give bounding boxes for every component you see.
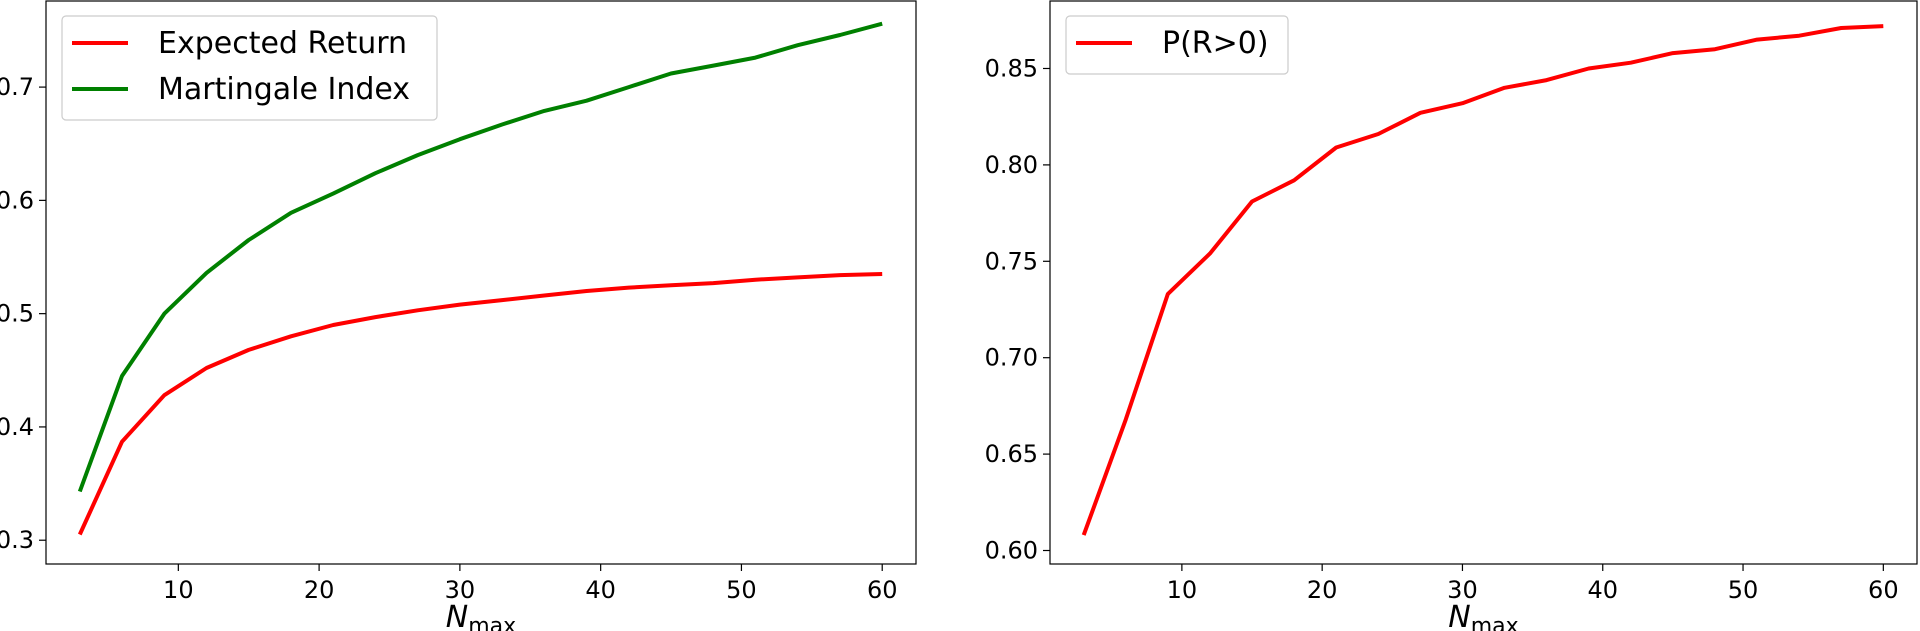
y-tick-label: 0.4 <box>0 413 34 441</box>
right-chart-panel: 10 20 30 40 50 60 0.60 0.65 0.70 0.75 0.80 0.85 Nmax… <box>985 0 1918 631</box>
left-chart-panel: 10 20 30 40 50 60 0.3 0.4 0.5 0.6 0.7 Nmax Expected … <box>0 0 917 631</box>
x-tick-label: 30 <box>1447 576 1478 604</box>
x-tick-label: 20 <box>1307 576 1338 604</box>
plot-frame <box>1049 0 1918 565</box>
x-tick-label: 50 <box>1728 576 1759 604</box>
legend-entry-label: Martingale Index <box>158 72 410 107</box>
legend-entry-label: P(R>0) <box>1162 26 1269 61</box>
x-tick-label: 10 <box>1167 576 1198 604</box>
x-tick-label: 30 <box>445 576 476 604</box>
legend-frame <box>1065 15 1289 75</box>
y-tick-label: 0.3 <box>0 526 34 554</box>
x-tick-label: 10 <box>163 576 194 604</box>
plot-frame <box>45 0 917 565</box>
y-tick-label: 0.65 <box>985 440 1038 468</box>
x-tick-label: 40 <box>585 576 616 604</box>
legend-frame <box>61 15 438 121</box>
legend-entry-label: Expected Return <box>158 26 407 61</box>
y-tick-label: 0.85 <box>985 54 1038 82</box>
y-tick-label: 0.75 <box>985 247 1038 275</box>
series-line-p-r-0 <box>1081 24 1884 536</box>
x-axis-label: Nmax <box>1448 600 1518 631</box>
legend: P(R>0) <box>1065 15 1289 75</box>
y-tick-label: 0.60 <box>985 537 1038 565</box>
series-line-expected-return <box>77 272 883 536</box>
x-tick-label: 60 <box>1868 576 1899 604</box>
x-tick-label: 60 <box>867 576 898 604</box>
y-tick-label: 0.5 <box>0 300 34 328</box>
y-tick-label: 0.70 <box>985 344 1038 372</box>
y-tick-label: 0.7 <box>0 73 34 101</box>
x-tick-label: 20 <box>304 576 335 604</box>
legend: Expected Return Martingale Index <box>61 15 438 121</box>
y-tick-label: 0.80 <box>985 151 1038 179</box>
y-tick-label: 0.6 <box>0 186 34 214</box>
x-axis-label: Nmax <box>446 600 516 631</box>
x-tick-label: 40 <box>1587 576 1618 604</box>
x-tick-label: 50 <box>726 576 757 604</box>
series-line-martingale-index <box>77 21 883 493</box>
